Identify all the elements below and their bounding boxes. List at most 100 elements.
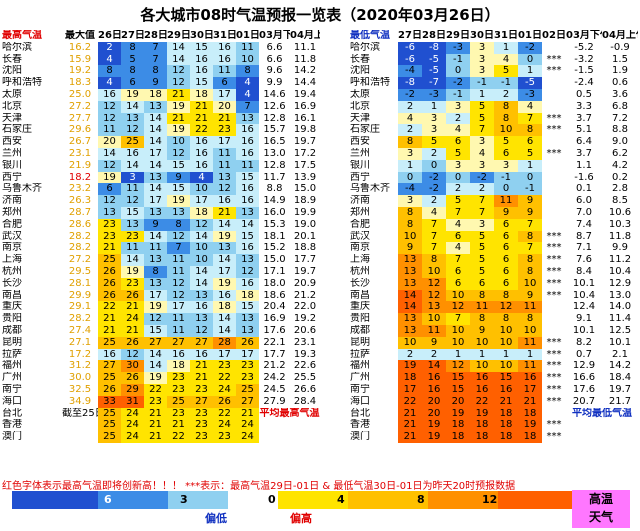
period-avg: 1.9 — [612, 65, 628, 77]
record-max — [62, 431, 98, 443]
city-name: 郑州 — [350, 206, 370, 218]
period-avg: 20.4 — [263, 301, 286, 313]
temp-cell: 8 — [518, 313, 542, 325]
city-name: 合肥 — [2, 218, 22, 230]
period-avg: 20.9 — [293, 277, 317, 289]
empty-cell — [566, 431, 638, 443]
period-avg: 15.7 — [263, 124, 286, 136]
temp-cell: 27 — [190, 336, 213, 349]
city-name: 天津 — [2, 112, 22, 124]
temp-cell: 6 — [446, 230, 470, 243]
city-name: 太原 — [2, 88, 22, 100]
table-row: 武汉 10 7 6 5 6 8 *** 8.7 11.8 — [350, 230, 638, 243]
temp-cell — [542, 207, 566, 219]
temp-cell: 9 — [144, 218, 167, 231]
temp-cell: 16 — [190, 147, 213, 160]
period-avg: 24.5 — [263, 383, 286, 395]
temp-cell: 14 — [121, 100, 144, 113]
city-name: 南京 — [350, 242, 370, 254]
temp-cell: 19 — [422, 431, 446, 443]
temp-cell: 11 — [144, 242, 167, 255]
record-max: 18.2 — [68, 171, 92, 183]
temp-cell: 10 — [470, 336, 494, 349]
period-avg: 19.7 — [293, 136, 317, 148]
period-avg: 19.0 — [293, 218, 317, 230]
temp-cell: 23 — [213, 124, 236, 137]
temp-cell: *** — [546, 65, 562, 77]
table-row: 合肥 8 7 4 3 6 7 7.4 10.3 — [350, 218, 638, 231]
empty-cell — [259, 419, 320, 431]
temp-cell: *** — [546, 242, 562, 254]
record-max: 28.2 — [68, 230, 92, 242]
legend-label: 4 — [337, 493, 345, 506]
temp-cell: 11 — [213, 147, 236, 160]
temp-cell: 6 — [446, 277, 470, 290]
record-max: 31.2 — [68, 360, 92, 372]
table-row: 石家庄 29.6 11 12 14 19 22 23 16 15.7 19.8 — [2, 124, 320, 137]
temp-cell: 16 — [236, 124, 259, 137]
city-name: 武汉 — [2, 230, 22, 242]
temp-cell: 10 — [167, 136, 190, 148]
city-name: 香港 — [2, 419, 22, 431]
temp-cell: 3 — [470, 218, 494, 231]
temp-cell: 20 — [446, 395, 470, 408]
record-max: 27.2 — [68, 254, 92, 266]
period-avg: 4.2 — [612, 159, 628, 171]
temp-cell: 1 — [470, 348, 494, 361]
period-avg: 22.1 — [263, 336, 286, 348]
temp-cell: -2 — [422, 171, 446, 184]
temp-cell: 17 — [213, 265, 236, 278]
period-avg: 16.6 — [572, 372, 596, 384]
temp-cell: 13 — [213, 171, 236, 184]
max-header-day: 29日 — [167, 30, 190, 41]
temp-cell: 9 — [518, 289, 542, 302]
temp-cell: *** — [546, 254, 562, 266]
table-row: 成都 27.4 21 21 15 11 12 14 13 17.6 20.6 — [2, 324, 320, 337]
record-max: 15.9 — [68, 53, 92, 65]
temp-cell: 15 — [190, 77, 213, 89]
temp-cell: 14 — [190, 265, 213, 278]
temp-cell: 19 — [213, 230, 236, 243]
table-row: 哈尔滨 16.2 2 8 7 14 15 16 11 6.6 11.1 — [2, 41, 320, 54]
temp-cell: 13 — [236, 313, 259, 325]
legend-swatch-orange — [428, 491, 498, 509]
temp-cell: 1 — [494, 41, 518, 54]
temp-cell: 16 — [236, 136, 259, 148]
period-avg: 5.1 — [576, 124, 592, 136]
temp-cell: *** — [546, 336, 562, 348]
temp-cell: -1 — [494, 77, 518, 89]
temp-cell: 19 — [167, 100, 190, 113]
temp-cell: 12 — [167, 77, 190, 89]
temp-cell: 26 — [121, 372, 144, 384]
min-header-day: 27日 — [398, 30, 422, 41]
temp-cell: 22 — [167, 431, 190, 443]
temp-cell: 5 — [470, 242, 494, 255]
temp-cell: 1 — [398, 159, 422, 172]
min-header-day: 02日 — [542, 30, 566, 41]
temp-cell: 23 — [213, 431, 236, 443]
city-name: 拉萨 — [350, 348, 370, 360]
table-row: 长沙 28.1 26 23 13 12 14 19 16 18.0 20.9 — [2, 277, 320, 290]
temp-cell: 4 — [470, 147, 494, 160]
record-max: 29.6 — [68, 124, 92, 136]
temp-cell: 12 — [167, 147, 190, 160]
temp-cell: 20 — [422, 395, 446, 408]
temp-cell: 16 — [167, 348, 190, 361]
temp-cell: 7 — [167, 242, 190, 255]
temp-cell: 15 — [144, 324, 167, 337]
temp-cell: 22 — [213, 372, 236, 384]
footer-note: 红色字体表示最高气温即将创新高！！！ ***表示：最高气温29日-01日 & 最… — [2, 481, 516, 492]
period-avg: 17.7 — [263, 348, 286, 360]
temp-cell: 17 — [518, 383, 542, 396]
temp-cell: 3 — [470, 159, 494, 172]
temp-cell: 17 — [213, 136, 236, 148]
max-header-day: 30日 — [190, 30, 213, 41]
temp-cell: -1 — [470, 77, 494, 89]
table-row: 银川 21.9 12 14 14 15 16 11 11 12.8 17.5 — [2, 159, 320, 172]
city-name: 昆明 — [350, 336, 370, 348]
temp-cell: 6 — [446, 136, 470, 148]
city-name: 重庆 — [2, 301, 22, 313]
temp-cell: 12 — [422, 289, 446, 302]
legend-label: 8 — [417, 493, 425, 506]
record-max: 26.3 — [68, 195, 92, 207]
